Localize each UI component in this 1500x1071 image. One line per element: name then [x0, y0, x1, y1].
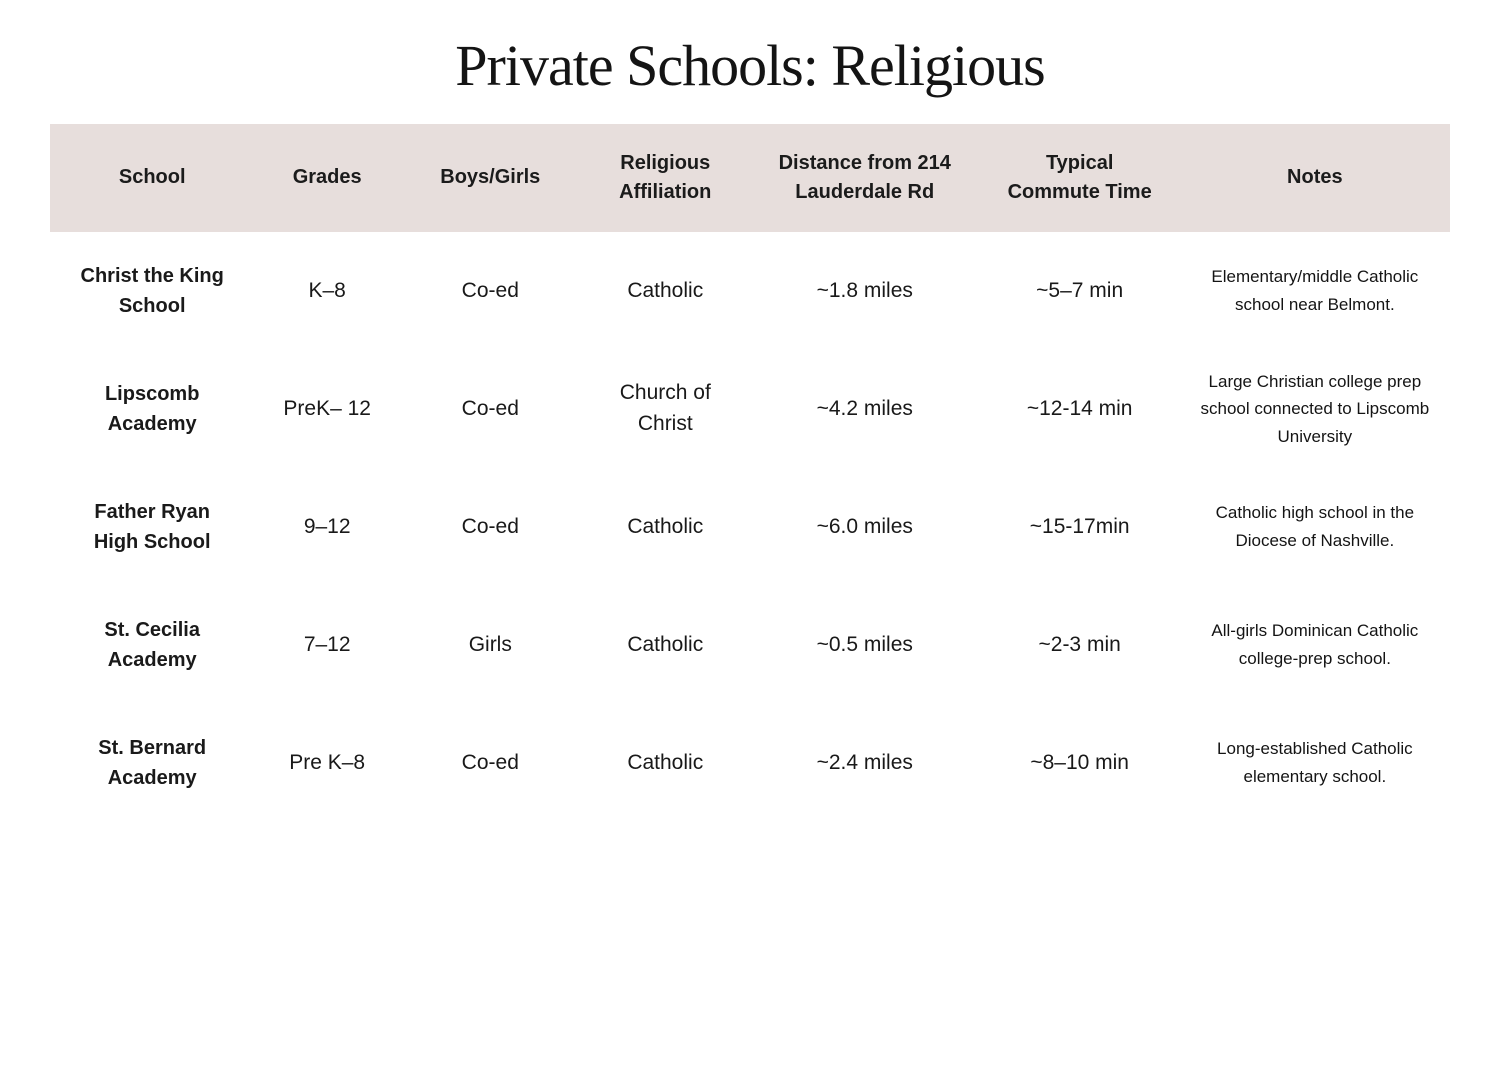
cell-boys-girls: Co-ed	[400, 232, 581, 350]
table-body: Christ the King School K–8 Co-ed Catholi…	[50, 231, 1450, 822]
cell-religious-affiliation: Catholic	[581, 468, 750, 586]
cell-school-name: Lipscomb Academy	[50, 350, 254, 468]
cell-notes: All-girls Dominican Catholic college-pre…	[1180, 586, 1450, 704]
column-header-religious-affiliation: Religious Affiliation	[581, 124, 750, 232]
cell-notes: Elementary/middle Catholic school near B…	[1180, 232, 1450, 350]
grades-value: Pre K–8	[289, 750, 366, 774]
affiliation-value: Catholic	[627, 632, 704, 656]
cell-commute-time: ~15-17min	[980, 468, 1180, 586]
grades-value: 9–12	[303, 514, 351, 538]
boys-girls-value: Co-ed	[461, 396, 519, 420]
cell-grades: K–8	[254, 232, 400, 350]
column-header-commute-time: Typical Commute Time	[980, 124, 1180, 232]
affiliation-value: Catholic	[627, 514, 704, 538]
cell-boys-girls: Girls	[400, 586, 581, 704]
page-title: Private Schools: Religious	[455, 33, 1045, 98]
boys-girls-value: Co-ed	[461, 278, 519, 302]
cell-grades: PreK– 12	[254, 350, 400, 468]
cell-notes: Large Christian college prep school conn…	[1180, 350, 1450, 468]
cell-grades: 7–12	[254, 586, 400, 704]
cell-school-name: Father Ryan High School	[50, 468, 254, 586]
column-header-label: Boys/Girls	[440, 166, 541, 189]
cell-commute-time: ~5–7 min	[980, 232, 1180, 350]
column-header-distance: Distance from 214 Lauderdale Rd	[750, 124, 980, 232]
column-header-label: Grades	[292, 166, 362, 189]
commute-value: ~2-3 min	[1038, 632, 1121, 656]
notes-value: Elementary/middle Catholic school near B…	[1211, 267, 1419, 314]
notes-value: Long-established Catholic elementary sch…	[1217, 739, 1413, 786]
column-header-label: Notes	[1287, 166, 1343, 189]
cell-distance: ~4.2 miles	[750, 350, 980, 468]
cell-boys-girls: Co-ed	[400, 704, 581, 822]
cell-boys-girls: Co-ed	[400, 350, 581, 468]
notes-value: Large Christian college prep school conn…	[1200, 371, 1430, 446]
cell-school-name: St. Bernard Academy	[50, 704, 254, 822]
column-header-label: School	[118, 166, 186, 189]
grades-value: K–8	[308, 278, 346, 302]
cell-distance: ~6.0 miles	[750, 468, 980, 586]
cell-notes: Catholic high school in the Diocese of N…	[1180, 468, 1450, 586]
table-row-st-cecilia: St. Cecilia Academy 7–12 Girls Catholic …	[50, 585, 1450, 704]
grades-value: PreK– 12	[283, 396, 371, 420]
commute-value: ~12-14 min	[1026, 396, 1133, 420]
distance-value: ~1.8 miles	[816, 278, 913, 302]
notes-value: All-girls Dominican Catholic college-pre…	[1211, 621, 1419, 668]
column-header-school: School	[50, 124, 254, 232]
distance-value: ~4.2 miles	[816, 396, 913, 420]
commute-value: ~5–7 min	[1036, 278, 1124, 302]
schools-table: School Grades Boys/Girls Religious Affil…	[50, 123, 1450, 822]
cell-commute-time: ~12-14 min	[980, 350, 1180, 468]
table-header-row: School Grades Boys/Girls Religious Affil…	[50, 123, 1450, 232]
table-row-christ-the-king: Christ the King School K–8 Co-ed Catholi…	[50, 231, 1450, 350]
affiliation-value: Catholic	[627, 750, 704, 774]
boys-girls-value: Co-ed	[461, 750, 519, 774]
cell-distance: ~2.4 miles	[750, 704, 980, 822]
cell-religious-affiliation: Church of Christ	[581, 350, 750, 468]
cell-notes: Long-established Catholic elementary sch…	[1180, 704, 1450, 822]
cell-grades: Pre K–8	[254, 704, 400, 822]
table-row-st-bernard: St. Bernard Academy Pre K–8 Co-ed Cathol…	[50, 703, 1450, 822]
distance-value: ~2.4 miles	[816, 750, 913, 774]
column-header-notes: Notes	[1180, 124, 1450, 232]
column-header-grades: Grades	[254, 124, 400, 232]
cell-commute-time: ~2-3 min	[980, 586, 1180, 704]
boys-girls-value: Co-ed	[461, 514, 519, 538]
grades-value: 7–12	[303, 632, 351, 656]
distance-value: ~0.5 miles	[816, 632, 913, 656]
cell-religious-affiliation: Catholic	[581, 586, 750, 704]
table-row-father-ryan: Father Ryan High School 9–12 Co-ed Catho…	[50, 467, 1450, 586]
table-row-lipscomb-academy: Lipscomb Academy PreK– 12 Co-ed Church o…	[50, 349, 1450, 468]
school-name: Lipscomb Academy	[104, 382, 200, 435]
boys-girls-value: Girls	[468, 632, 512, 656]
column-header-label: Distance from 214 Lauderdale Rd	[778, 151, 951, 203]
affiliation-value: Church of Christ	[619, 381, 711, 435]
school-name: Christ the King School	[80, 264, 224, 317]
cell-religious-affiliation: Catholic	[581, 232, 750, 350]
school-name: St. Bernard Academy	[98, 736, 207, 789]
cell-religious-affiliation: Catholic	[581, 704, 750, 822]
cell-school-name: St. Cecilia Academy	[50, 586, 254, 704]
column-header-label: Religious Affiliation	[619, 151, 712, 203]
column-header-boys-girls: Boys/Girls	[400, 124, 581, 232]
commute-value: ~8–10 min	[1030, 750, 1129, 774]
cell-boys-girls: Co-ed	[400, 468, 581, 586]
distance-value: ~6.0 miles	[816, 514, 913, 538]
cell-commute-time: ~8–10 min	[980, 704, 1180, 822]
cell-distance: ~1.8 miles	[750, 232, 980, 350]
column-header-label: Typical Commute Time	[1007, 151, 1152, 203]
cell-grades: 9–12	[254, 468, 400, 586]
cell-school-name: Christ the King School	[50, 232, 254, 350]
cell-distance: ~0.5 miles	[750, 586, 980, 704]
school-name: Father Ryan High School	[93, 500, 211, 553]
school-name: St. Cecilia Academy	[104, 618, 200, 671]
affiliation-value: Catholic	[627, 278, 704, 302]
notes-value: Catholic high school in the Diocese of N…	[1215, 503, 1415, 550]
commute-value: ~15-17min	[1029, 514, 1130, 538]
